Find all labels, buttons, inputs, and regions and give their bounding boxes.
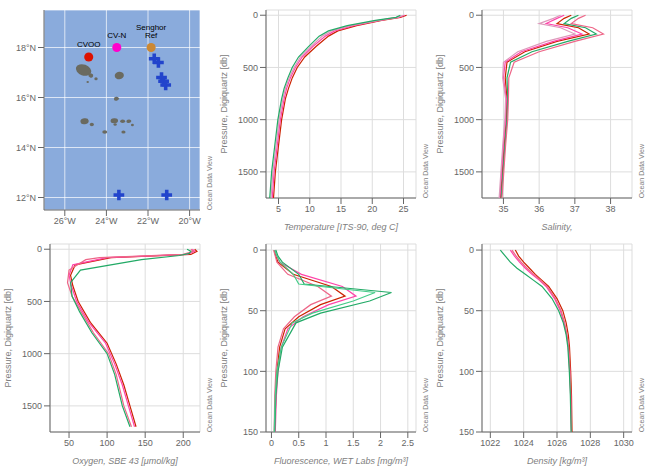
svg-text:50: 50 xyxy=(464,306,474,316)
svg-text:Temperature [ITS-90, deg C]: Temperature [ITS-90, deg C] xyxy=(284,222,399,232)
svg-text:24°W: 24°W xyxy=(95,216,118,226)
svg-text:1030: 1030 xyxy=(614,438,634,448)
svg-text:1000: 1000 xyxy=(22,349,42,359)
svg-text:100: 100 xyxy=(100,438,115,448)
svg-text:SenghorRef: SenghorRef xyxy=(136,23,167,40)
svg-text:10: 10 xyxy=(305,204,315,214)
svg-text:150: 150 xyxy=(243,427,258,437)
svg-text:1022: 1022 xyxy=(480,438,500,448)
svg-text:16°N: 16°N xyxy=(16,93,36,103)
svg-text:37: 37 xyxy=(570,204,580,214)
svg-text:18°N: 18°N xyxy=(16,43,36,53)
svg-text:36: 36 xyxy=(534,204,544,214)
svg-text:20°W: 20°W xyxy=(179,216,202,226)
html-text:Ocean Data View: Ocean Data View xyxy=(422,377,429,432)
svg-text:Pressure, Digiquartz [db]: Pressure, Digiquartz [db] xyxy=(435,288,445,387)
html-text:Ocean Data View: Ocean Data View xyxy=(638,377,645,432)
html-text:Ocean Data View: Ocean Data View xyxy=(422,143,429,198)
svg-text:0: 0 xyxy=(253,245,258,255)
svg-text:CVOO: CVOO xyxy=(77,40,101,49)
svg-text:1500: 1500 xyxy=(454,167,474,177)
svg-text:Density [kg/m³]: Density [kg/m³] xyxy=(527,456,588,466)
svg-text:Pressure, Digiquartz [db]: Pressure, Digiquartz [db] xyxy=(219,288,229,387)
svg-text:12°N: 12°N xyxy=(16,193,36,203)
svg-text:0: 0 xyxy=(37,244,42,254)
svg-text:50: 50 xyxy=(64,438,74,448)
html-text:Ocean Data View: Ocean Data View xyxy=(638,143,645,198)
svg-text:0.5: 0.5 xyxy=(292,438,305,448)
svg-text:50: 50 xyxy=(248,306,258,316)
svg-text:0: 0 xyxy=(469,10,474,20)
svg-text:2.5: 2.5 xyxy=(402,438,415,448)
html-text:Ocean Data View: Ocean Data View xyxy=(206,377,213,432)
svg-text:200: 200 xyxy=(176,438,191,448)
svg-text:500: 500 xyxy=(27,297,42,307)
svg-text:CV-N: CV-N xyxy=(107,31,126,40)
svg-text:5: 5 xyxy=(276,204,281,214)
svg-text:1.5: 1.5 xyxy=(347,438,360,448)
svg-text:1500: 1500 xyxy=(22,401,42,411)
svg-text:38: 38 xyxy=(606,204,616,214)
svg-text:2: 2 xyxy=(378,438,383,448)
svg-text:1500: 1500 xyxy=(238,167,258,177)
svg-text:0: 0 xyxy=(253,10,258,20)
svg-text:35: 35 xyxy=(498,204,508,214)
html-text:Ocean Data View: Ocean Data View xyxy=(206,155,213,210)
svg-text:150: 150 xyxy=(459,427,474,437)
svg-text:100: 100 xyxy=(459,367,474,377)
svg-text:26°W: 26°W xyxy=(54,216,77,226)
svg-text:500: 500 xyxy=(459,63,474,73)
svg-text:14°N: 14°N xyxy=(16,143,36,153)
svg-text:0: 0 xyxy=(469,245,474,255)
svg-text:Pressure, Digiquartz [db]: Pressure, Digiquartz [db] xyxy=(8,288,13,387)
svg-text:Salinity,: Salinity, xyxy=(542,222,573,232)
svg-text:0: 0 xyxy=(269,438,274,448)
svg-text:150: 150 xyxy=(138,438,153,448)
svg-text:20: 20 xyxy=(367,204,377,214)
svg-text:1000: 1000 xyxy=(454,115,474,125)
svg-text:1028: 1028 xyxy=(580,438,600,448)
svg-text:1026: 1026 xyxy=(547,438,567,448)
svg-text:Oxygen, SBE 43 [μmol/kg]: Oxygen, SBE 43 [μmol/kg] xyxy=(72,456,178,466)
svg-text:100: 100 xyxy=(243,367,258,377)
svg-text:15: 15 xyxy=(336,204,346,214)
svg-text:500: 500 xyxy=(243,63,258,73)
svg-text:Pressure, Digiquartz [db]: Pressure, Digiquartz [db] xyxy=(219,54,229,153)
svg-text:25: 25 xyxy=(398,204,408,214)
svg-text:Fluorescence, WET Labs [mg/m³]: Fluorescence, WET Labs [mg/m³] xyxy=(274,456,409,466)
svg-text:1000: 1000 xyxy=(238,115,258,125)
svg-text:Pressure, Digiquartz [db]: Pressure, Digiquartz [db] xyxy=(435,54,445,153)
svg-text:1024: 1024 xyxy=(514,438,534,448)
svg-text:22°W: 22°W xyxy=(137,216,160,226)
svg-text:1: 1 xyxy=(323,438,328,448)
